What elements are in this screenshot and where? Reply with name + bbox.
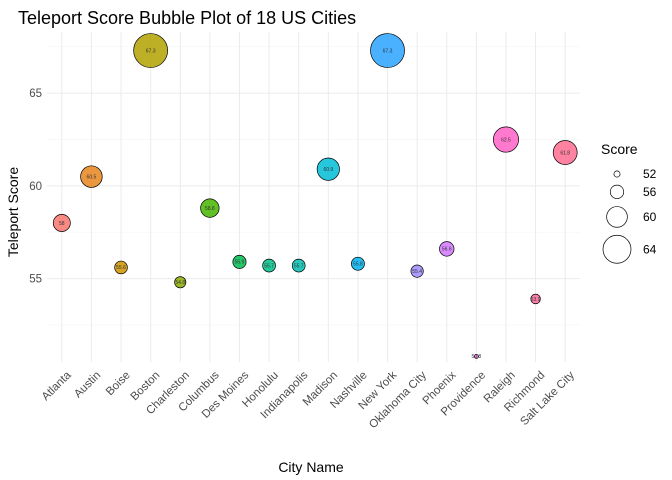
legend-title: Score xyxy=(601,141,638,157)
x-tick-label: Atlanta xyxy=(40,369,74,403)
bubble xyxy=(410,264,424,278)
bubble xyxy=(133,33,168,68)
legend-size-label: 60 xyxy=(643,210,657,224)
size-legend: Score 52 56 60 64 xyxy=(601,141,657,264)
legend-size-circle xyxy=(602,234,632,264)
bubble-value-label: 60.5 xyxy=(87,174,97,180)
bubble-value-label: 67.3 xyxy=(383,48,393,54)
legend-size-circle xyxy=(609,184,625,199)
y-tick-label: 55 xyxy=(29,274,42,286)
x-tick-label: Austin xyxy=(72,369,103,400)
bubble-value-label: 55.8 xyxy=(353,262,363,268)
bubble xyxy=(530,293,541,305)
y-tick-label: 60 xyxy=(29,181,42,193)
bubble-value-label: 55.9 xyxy=(235,260,245,266)
y-tick-label: 65 xyxy=(29,88,42,100)
bubble-value-label: 50.8 xyxy=(471,354,481,360)
grid-lines xyxy=(47,32,580,362)
bubble xyxy=(552,140,578,165)
legend-size-label: 56 xyxy=(643,185,657,199)
bubble xyxy=(174,276,187,289)
bubble xyxy=(291,258,306,273)
legend-size-circle xyxy=(606,206,628,228)
bubble-value-label: 55.6 xyxy=(116,265,126,271)
legend-size-label: 52 xyxy=(643,167,657,181)
bubble-value-label: 56.6 xyxy=(442,247,452,253)
bubble-value-label: 55.7 xyxy=(264,263,274,269)
bubble-value-label: 58.8 xyxy=(205,206,215,212)
bubble xyxy=(316,157,340,181)
bubble xyxy=(80,165,103,188)
bubble xyxy=(262,258,276,273)
legend-size-circle xyxy=(613,170,621,178)
bubble-value-label: 61.8 xyxy=(560,150,570,156)
y-tick-labels: 55 60 65 xyxy=(29,88,42,285)
legend-size-label: 64 xyxy=(643,242,657,256)
bubble xyxy=(351,256,365,271)
bubble xyxy=(370,33,405,68)
y-axis-title: Teleport Score xyxy=(5,167,21,257)
bubble-value-label: 58 xyxy=(59,221,65,227)
bubble xyxy=(492,126,519,153)
bubble-value-label: 54.8 xyxy=(175,280,185,286)
bubble-value-label: 53.9 xyxy=(531,297,541,303)
chart-title: Teleport Score Bubble Plot of 18 US Citi… xyxy=(18,8,356,28)
bubble xyxy=(232,254,247,269)
bubble-value-label: 62.5 xyxy=(501,137,511,143)
bubble-value-label: 60.9 xyxy=(323,167,333,173)
bubble-value-label: 55.4 xyxy=(412,269,422,275)
bubble xyxy=(200,198,220,218)
bubble xyxy=(52,214,71,232)
x-tick-label: Salt Lake City xyxy=(518,369,577,428)
bubble xyxy=(439,241,455,257)
bubble-value-label: 55.7 xyxy=(294,263,304,269)
bubble xyxy=(114,260,128,275)
x-axis-title: City Name xyxy=(278,459,344,475)
bubbles-layer: 58 60.5 55.6 67.3 54.8 58.8 55.9 55.7 55.7 60.9 55… xyxy=(52,33,578,360)
bubble-value-label: 67.3 xyxy=(146,48,156,54)
bubble xyxy=(474,354,479,359)
